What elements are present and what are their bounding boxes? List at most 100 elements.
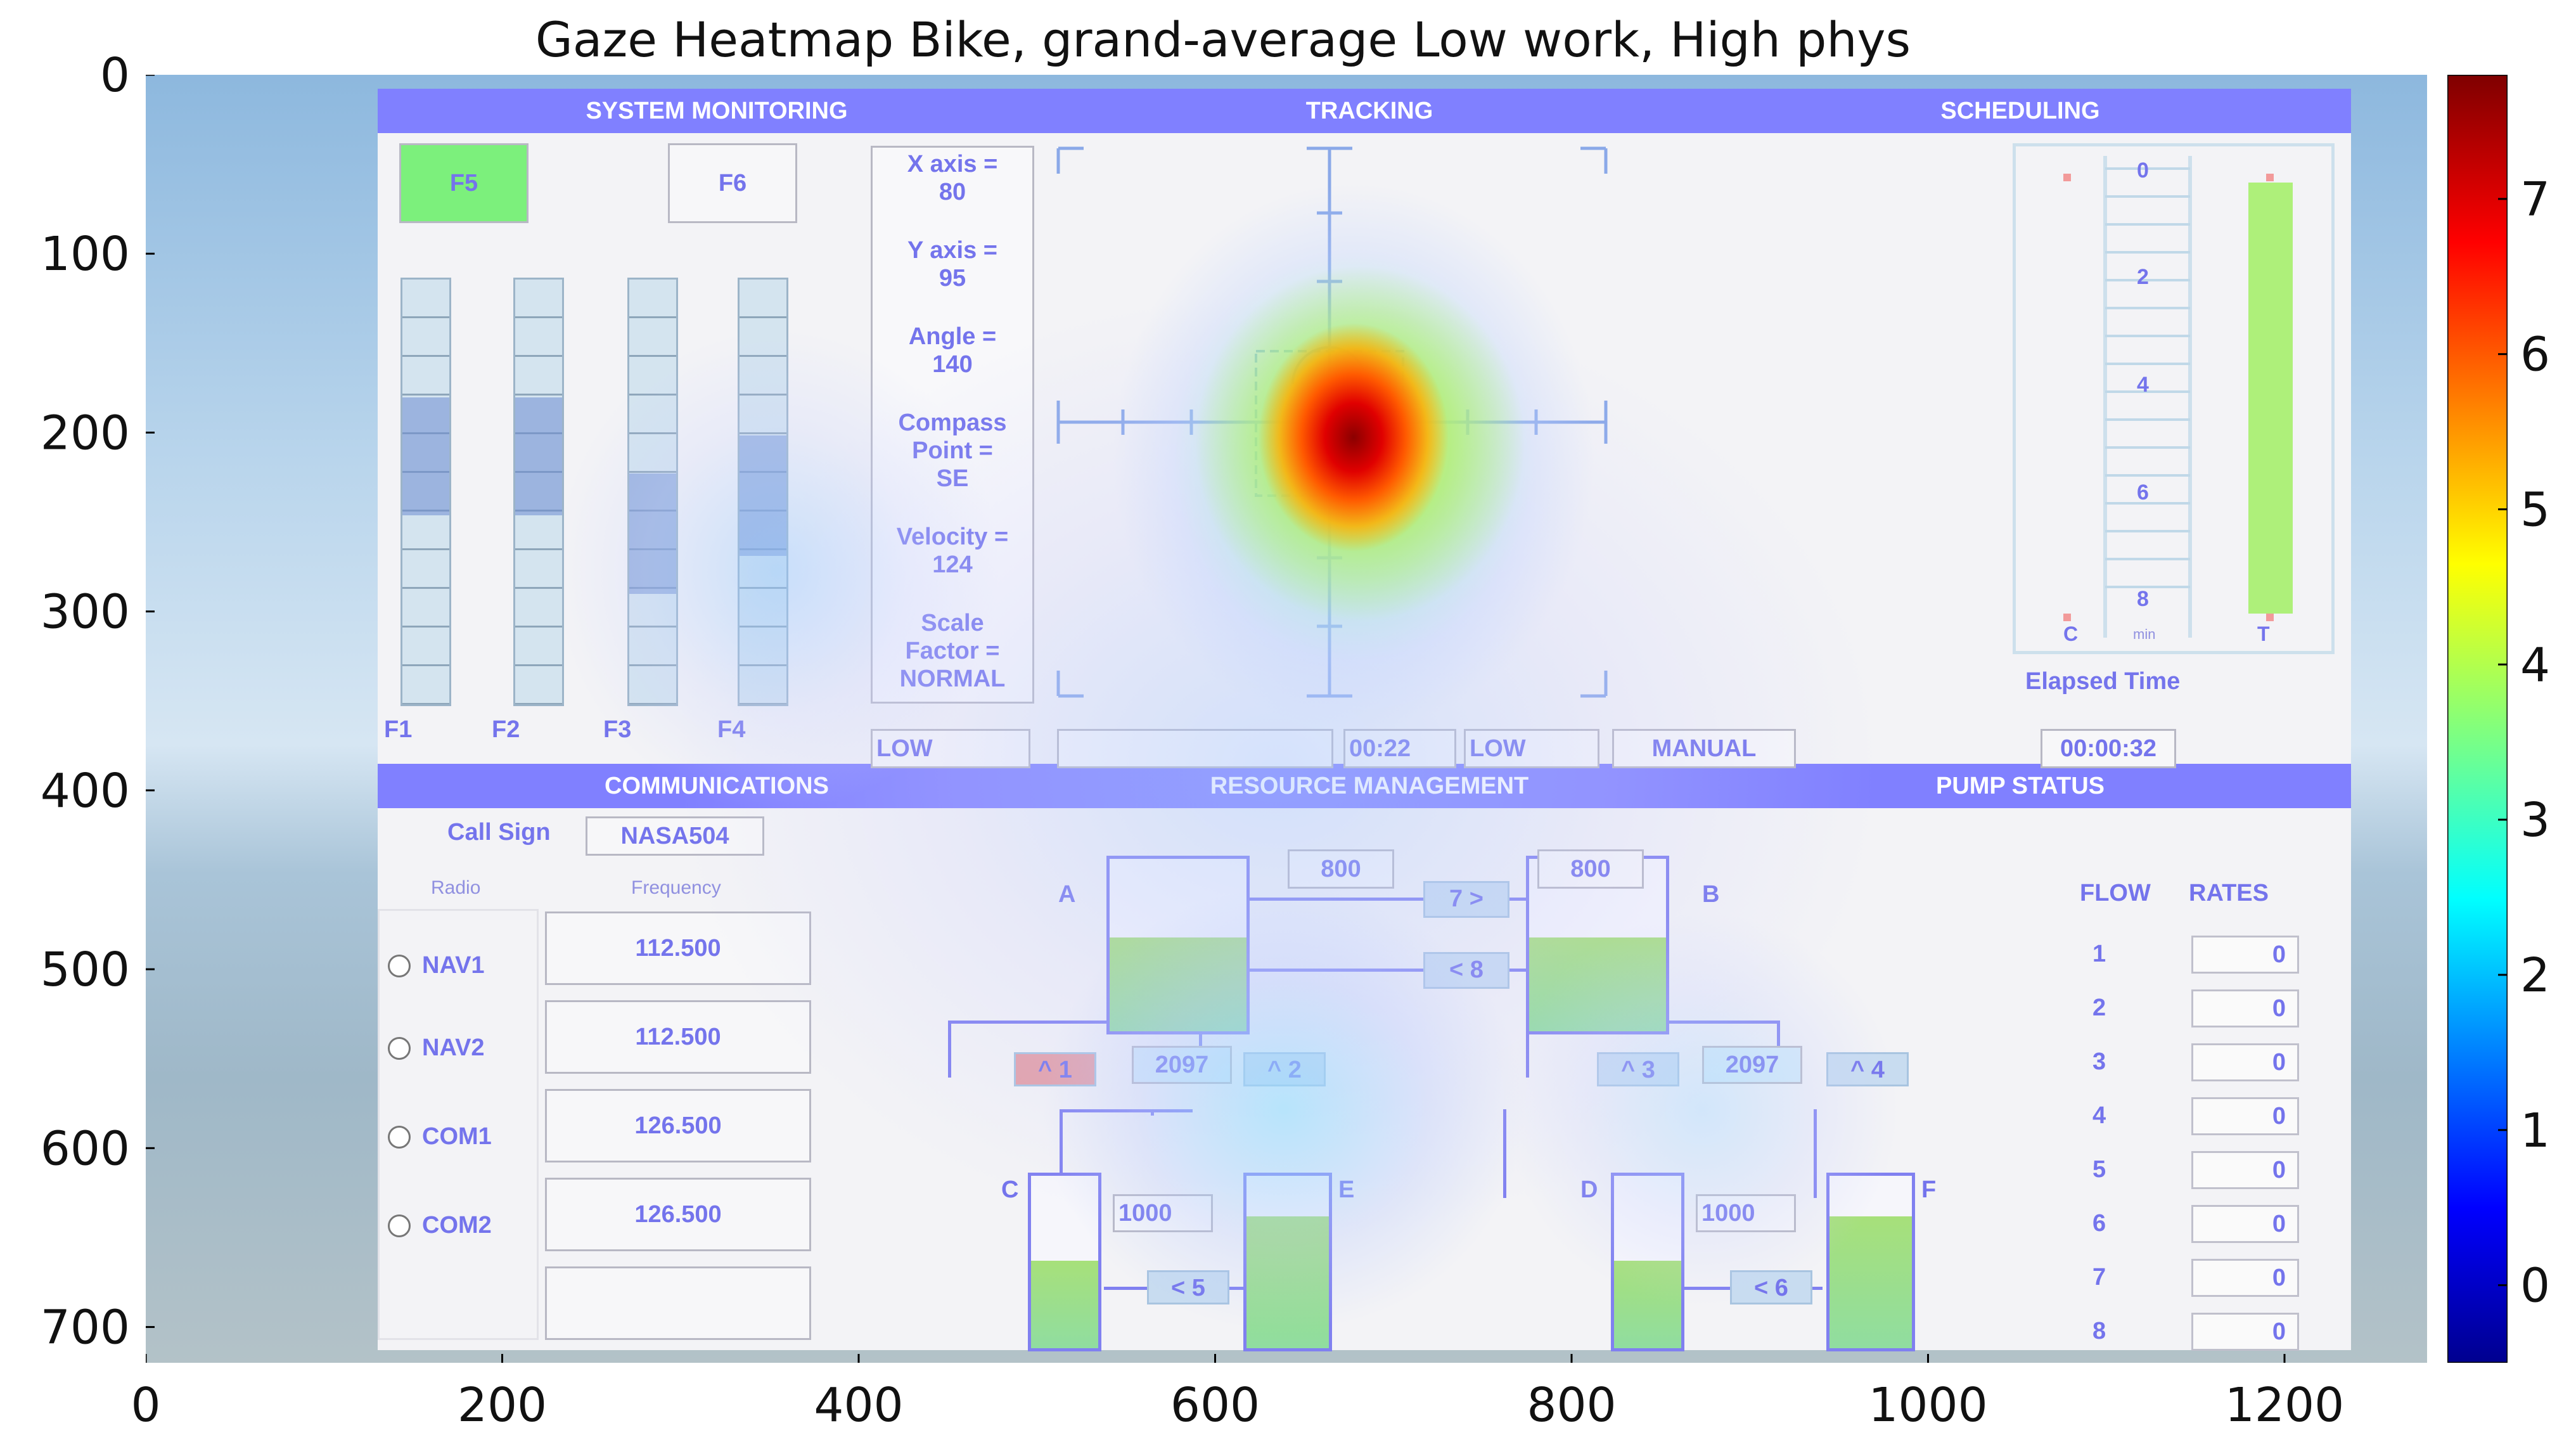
tracking-time: 00:22 xyxy=(1343,729,1456,768)
y-axis-label: Y axis = xyxy=(907,237,997,264)
scheduling-timeline xyxy=(2063,156,2293,638)
manual-mode-button[interactable]: MANUAL xyxy=(1612,729,1796,768)
rates-label: RATES xyxy=(2189,880,2269,906)
angle-label: Angle = xyxy=(908,323,997,350)
f6-button[interactable]: F6 xyxy=(668,143,797,223)
x-axis-value: 80 xyxy=(939,179,966,205)
gauge-f2[interactable] xyxy=(513,278,564,706)
x-tick-label-1: 200 xyxy=(458,1378,547,1433)
colorbar-ticks: 0 1 2 3 4 5 6 7 xyxy=(2520,172,2550,1313)
scale-label-f1: F1 xyxy=(384,716,413,743)
call-sign-value: NASA504 xyxy=(586,816,764,856)
tank-d-label: D xyxy=(1580,1176,1598,1203)
pump-rate-number-7: 7 xyxy=(2092,1264,2106,1291)
colorbar-tick-label-0: 0 xyxy=(2520,1259,2550,1313)
pump-rate-number-2: 2 xyxy=(2092,995,2106,1021)
radio-label-nav1: NAV1 xyxy=(422,952,485,979)
pump-rate-number-5: 5 xyxy=(2092,1156,2106,1183)
sched-mark-0: 0 xyxy=(2137,158,2149,183)
colorbar-tick-label-1: 1 xyxy=(2520,1104,2550,1158)
scheduling-header: SCHEDULING xyxy=(1689,89,2351,133)
radio-button-com2[interactable] xyxy=(388,1214,411,1237)
frequency-nav1[interactable]: 112.500 xyxy=(545,911,811,985)
pump-status-header: PUMP STATUS xyxy=(1689,764,2351,808)
radio-column-header: Radio xyxy=(431,877,481,898)
gauge-f4[interactable] xyxy=(738,278,788,706)
x-tick-label-0: 0 xyxy=(131,1378,160,1433)
compass-label-2: Point = xyxy=(912,437,993,464)
pump-3-button[interactable]: ^ 3 xyxy=(1597,1052,1679,1086)
y-tick-label-7: 700 xyxy=(41,1301,130,1355)
tank-c-label: C xyxy=(1001,1176,1019,1203)
sched-mark-6: 6 xyxy=(2137,480,2149,505)
tracking-mode-low-2: LOW xyxy=(1464,729,1599,768)
pump-rate-number-8: 8 xyxy=(2092,1318,2106,1344)
frequency-com1[interactable]: 126.500 xyxy=(545,1089,811,1162)
x-tick-label-2: 400 xyxy=(814,1378,903,1433)
radio-button-nav1[interactable] xyxy=(388,955,411,977)
f5-button[interactable]: F5 xyxy=(399,143,529,223)
y-tick-label-1: 100 xyxy=(41,227,130,281)
plot-area: SYSTEM MONITORING TRACKING SCHEDULING CO… xyxy=(146,75,2427,1363)
tracking-header: TRACKING xyxy=(1049,89,1689,133)
tracking-info-panel: X axis = 80 Y axis = 95 Angle = 140 Comp… xyxy=(871,146,1034,704)
frequency-column-header: Frequency xyxy=(631,877,721,898)
x-axis-label: X axis = xyxy=(907,151,998,177)
pump-rate-number-3: 3 xyxy=(2092,1048,2106,1075)
angle-value: 140 xyxy=(932,351,973,378)
sched-label-min: min xyxy=(2133,626,2156,642)
gauge-f3[interactable] xyxy=(627,278,678,706)
frequency-nav2[interactable]: 112.500 xyxy=(545,1000,811,1074)
y-axis-value: 95 xyxy=(939,265,966,292)
x-tick-label-6: 1200 xyxy=(2225,1378,2344,1433)
elapsed-time-label: Elapsed Time xyxy=(2025,668,2181,695)
right-total-value: 2097 xyxy=(1702,1046,1802,1084)
pump-4-button[interactable]: ^ 4 xyxy=(1826,1052,1909,1086)
scale-label-f4: F4 xyxy=(717,716,746,743)
radio-label-nav2: NAV2 xyxy=(422,1034,485,1061)
scale-factor-value: NORMAL xyxy=(899,666,1006,692)
pump-rate-value-3: 0 xyxy=(2191,1043,2299,1081)
scale-label-f2: F2 xyxy=(492,716,520,743)
tank-d-value: 1000 xyxy=(1696,1194,1796,1232)
colorbar xyxy=(2447,75,2508,1363)
plot-axes xyxy=(146,75,2286,1363)
compass-value: SE xyxy=(936,465,969,492)
x-tick-label-4: 800 xyxy=(1527,1378,1616,1433)
radio-button-com1[interactable] xyxy=(388,1126,411,1149)
pump-6-button[interactable]: < 6 xyxy=(1730,1270,1812,1304)
colorbar-tick-label-4: 4 xyxy=(2520,638,2550,692)
tank-d xyxy=(1611,1173,1684,1351)
resource-management-header: RESOURCE MANAGEMENT xyxy=(1049,764,1689,808)
colorbar-tick-label-6: 6 xyxy=(2520,328,2550,382)
sched-label-t: T xyxy=(2257,622,2270,645)
y-axis: 0 100 200 300 400 500 600 700 xyxy=(41,48,130,1355)
radio-button-nav2[interactable] xyxy=(388,1037,411,1060)
y-tick-label-6: 600 xyxy=(41,1121,130,1176)
pump-rate-value-2: 0 xyxy=(2191,989,2299,1027)
y-tick-label-3: 300 xyxy=(41,585,130,640)
frequency-com2[interactable]: 126.500 xyxy=(545,1178,811,1251)
gauge-f1[interactable] xyxy=(400,278,451,706)
colorbar-tick-label-2: 2 xyxy=(2520,948,2550,1003)
pump-rate-value-1: 0 xyxy=(2191,936,2299,974)
y-tick-label-4: 400 xyxy=(41,764,130,818)
system-monitoring-header: SYSTEM MONITORING xyxy=(378,89,1056,133)
pump-rate-number-1: 1 xyxy=(2092,941,2106,967)
velocity-value: 124 xyxy=(932,551,973,578)
pump-rate-number-6: 6 xyxy=(2092,1210,2106,1237)
sched-mark-2: 2 xyxy=(2137,265,2149,289)
pump-rate-value-6: 0 xyxy=(2191,1205,2299,1243)
tracking-status-blank xyxy=(1057,729,1333,768)
radio-label-com1: COM1 xyxy=(422,1123,492,1150)
radio-label-com2: COM2 xyxy=(422,1212,492,1239)
frequency-blank xyxy=(545,1266,811,1340)
y-tick-label-2: 200 xyxy=(41,406,130,460)
radio-list xyxy=(378,909,539,1340)
communications-header: COMMUNICATIONS xyxy=(378,764,1056,808)
x-tick-label-3: 600 xyxy=(1170,1378,1260,1433)
tank-f xyxy=(1826,1173,1915,1351)
sched-label-c: C xyxy=(2063,622,2079,645)
tank-a-value: 800 xyxy=(1288,849,1394,889)
compass-label: Compass xyxy=(898,409,1007,436)
